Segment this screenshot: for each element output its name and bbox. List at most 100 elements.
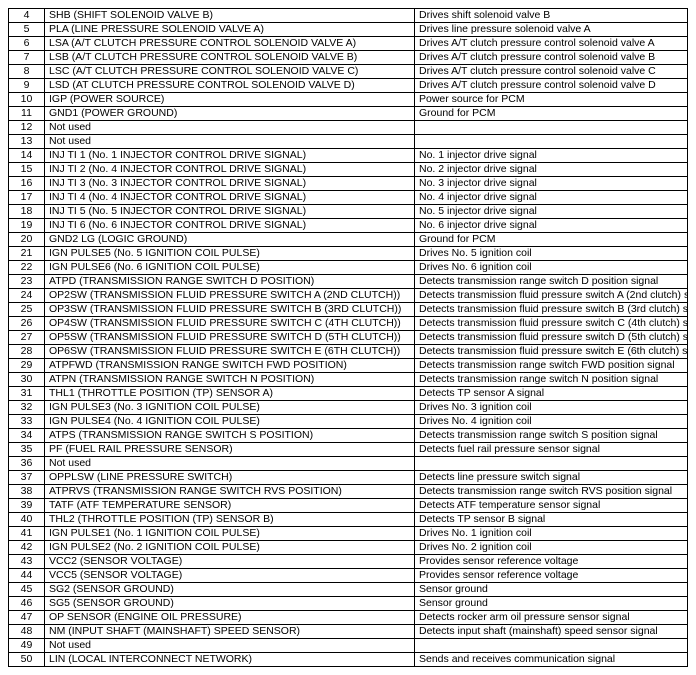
table-row: 40THL2 (THROTTLE POSITION (TP) SENSOR B)… [9,513,688,527]
pin-number: 31 [9,387,45,401]
signal-description: Drives No. 4 ignition coil [415,415,688,429]
signal-description [415,135,688,149]
table-row: 22IGN PULSE6 (No. 6 IGNITION COIL PULSE)… [9,261,688,275]
table-row: 50LIN (LOCAL INTERCONNECT NETWORK)Sends … [9,653,688,667]
table-row: 20GND2 LG (LOGIC GROUND)Ground for PCM [9,233,688,247]
pin-number: 21 [9,247,45,261]
signal-name: LIN (LOCAL INTERCONNECT NETWORK) [45,653,415,667]
signal-description: Detects transmission fluid pressure swit… [415,331,688,345]
table-row: 31THL1 (THROTTLE POSITION (TP) SENSOR A)… [9,387,688,401]
pin-number: 7 [9,51,45,65]
pin-number: 47 [9,611,45,625]
table-row: 27OP5SW (TRANSMISSION FLUID PRESSURE SWI… [9,331,688,345]
pin-number: 15 [9,163,45,177]
table-row: 47OP SENSOR (ENGINE OIL PRESSURE)Detects… [9,611,688,625]
pin-number: 25 [9,303,45,317]
signal-description: Drives No. 3 ignition coil [415,401,688,415]
pin-number: 44 [9,569,45,583]
pin-number: 35 [9,443,45,457]
signal-name: TATF (ATF TEMPERATURE SENSOR) [45,499,415,513]
pin-number: 22 [9,261,45,275]
signal-name: OP3SW (TRANSMISSION FLUID PRESSURE SWITC… [45,303,415,317]
pin-number: 27 [9,331,45,345]
signal-description: Provides sensor reference voltage [415,569,688,583]
pin-number: 20 [9,233,45,247]
table-row: 25OP3SW (TRANSMISSION FLUID PRESSURE SWI… [9,303,688,317]
table-row: 15INJ TI 2 (No. 4 INJECTOR CONTROL DRIVE… [9,163,688,177]
table-row: 48NM (INPUT SHAFT (MAINSHAFT) SPEED SENS… [9,625,688,639]
table-row: 21IGN PULSE5 (No. 5 IGNITION COIL PULSE)… [9,247,688,261]
signal-description: Drives shift solenoid valve B [415,9,688,23]
signal-description: Drives A/T clutch pressure control solen… [415,51,688,65]
signal-description: Detects TP sensor A signal [415,387,688,401]
signal-description: Detects line pressure switch signal [415,471,688,485]
pin-number: 32 [9,401,45,415]
signal-name: PLA (LINE PRESSURE SOLENOID VALVE A) [45,23,415,37]
table-row: 36Not used [9,457,688,471]
signal-name: SG2 (SENSOR GROUND) [45,583,415,597]
signal-description: Detects TP sensor B signal [415,513,688,527]
pin-number: 29 [9,359,45,373]
signal-description: Sends and receives communication signal [415,653,688,667]
table-row: 17INJ TI 4 (No. 4 INJECTOR CONTROL DRIVE… [9,191,688,205]
signal-description: Detects fuel rail pressure sensor signal [415,443,688,457]
signal-description: Drives line pressure solenoid valve A [415,23,688,37]
pin-number: 17 [9,191,45,205]
signal-name: IGN PULSE3 (No. 3 IGNITION COIL PULSE) [45,401,415,415]
table-row: 26OP4SW (TRANSMISSION FLUID PRESSURE SWI… [9,317,688,331]
table-row: 9LSD (AT CLUTCH PRESSURE CONTROL SOLENOI… [9,79,688,93]
signal-description: No. 2 injector drive signal [415,163,688,177]
signal-description [415,639,688,653]
signal-name: SG5 (SENSOR GROUND) [45,597,415,611]
signal-description: Detects rocker arm oil pressure sensor s… [415,611,688,625]
table-row: 49Not used [9,639,688,653]
table-row: 32IGN PULSE3 (No. 3 IGNITION COIL PULSE)… [9,401,688,415]
signal-description: Detects transmission range switch S posi… [415,429,688,443]
signal-name: ATPFWD (TRANSMISSION RANGE SWITCH FWD PO… [45,359,415,373]
signal-name: ATPD (TRANSMISSION RANGE SWITCH D POSITI… [45,275,415,289]
signal-name: INJ TI 5 (No. 5 INJECTOR CONTROL DRIVE S… [45,205,415,219]
signal-description: Detects transmission fluid pressure swit… [415,303,688,317]
signal-description: Detects transmission range switch N posi… [415,373,688,387]
signal-name: IGN PULSE6 (No. 6 IGNITION COIL PULSE) [45,261,415,275]
signal-description: Drives No. 6 ignition coil [415,261,688,275]
signal-name: INJ TI 1 (No. 1 INJECTOR CONTROL DRIVE S… [45,149,415,163]
pin-number: 6 [9,37,45,51]
signal-name: GND1 (POWER GROUND) [45,107,415,121]
signal-name: OP6SW (TRANSMISSION FLUID PRESSURE SWITC… [45,345,415,359]
table-row: 41IGN PULSE1 (No. 1 IGNITION COIL PULSE)… [9,527,688,541]
pin-number: 50 [9,653,45,667]
table-row: 10IGP (POWER SOURCE)Power source for PCM [9,93,688,107]
pin-number: 18 [9,205,45,219]
signal-name: Not used [45,457,415,471]
pin-number: 11 [9,107,45,121]
signal-name: ATPRVS (TRANSMISSION RANGE SWITCH RVS PO… [45,485,415,499]
signal-description [415,457,688,471]
table-row: 14INJ TI 1 (No. 1 INJECTOR CONTROL DRIVE… [9,149,688,163]
table-row: 8LSC (A/T CLUTCH PRESSURE CONTROL SOLENO… [9,65,688,79]
table-row: 24OP2SW (TRANSMISSION FLUID PRESSURE SWI… [9,289,688,303]
table-row: 34ATPS (TRANSMISSION RANGE SWITCH S POSI… [9,429,688,443]
signal-name: NM (INPUT SHAFT (MAINSHAFT) SPEED SENSOR… [45,625,415,639]
pin-number: 23 [9,275,45,289]
signal-name: OP2SW (TRANSMISSION FLUID PRESSURE SWITC… [45,289,415,303]
signal-name: SHB (SHIFT SOLENOID VALVE B) [45,9,415,23]
pin-number: 10 [9,93,45,107]
signal-description: Drives A/T clutch pressure control solen… [415,65,688,79]
table-row: 6LSA (A/T CLUTCH PRESSURE CONTROL SOLENO… [9,37,688,51]
table-row: 42IGN PULSE2 (No. 2 IGNITION COIL PULSE)… [9,541,688,555]
pin-number: 37 [9,471,45,485]
signal-name: INJ TI 4 (No. 4 INJECTOR CONTROL DRIVE S… [45,191,415,205]
pin-number: 38 [9,485,45,499]
signal-name: LSD (AT CLUTCH PRESSURE CONTROL SOLENOID… [45,79,415,93]
pin-number: 41 [9,527,45,541]
signal-name: THL2 (THROTTLE POSITION (TP) SENSOR B) [45,513,415,527]
signal-name: ATPN (TRANSMISSION RANGE SWITCH N POSITI… [45,373,415,387]
signal-description: Sensor ground [415,583,688,597]
table-row: 18INJ TI 5 (No. 5 INJECTOR CONTROL DRIVE… [9,205,688,219]
table-row: 5PLA (LINE PRESSURE SOLENOID VALVE A)Dri… [9,23,688,37]
signal-description: No. 6 injector drive signal [415,219,688,233]
pin-number: 45 [9,583,45,597]
table-row: 12Not used [9,121,688,135]
table-row: 38ATPRVS (TRANSMISSION RANGE SWITCH RVS … [9,485,688,499]
